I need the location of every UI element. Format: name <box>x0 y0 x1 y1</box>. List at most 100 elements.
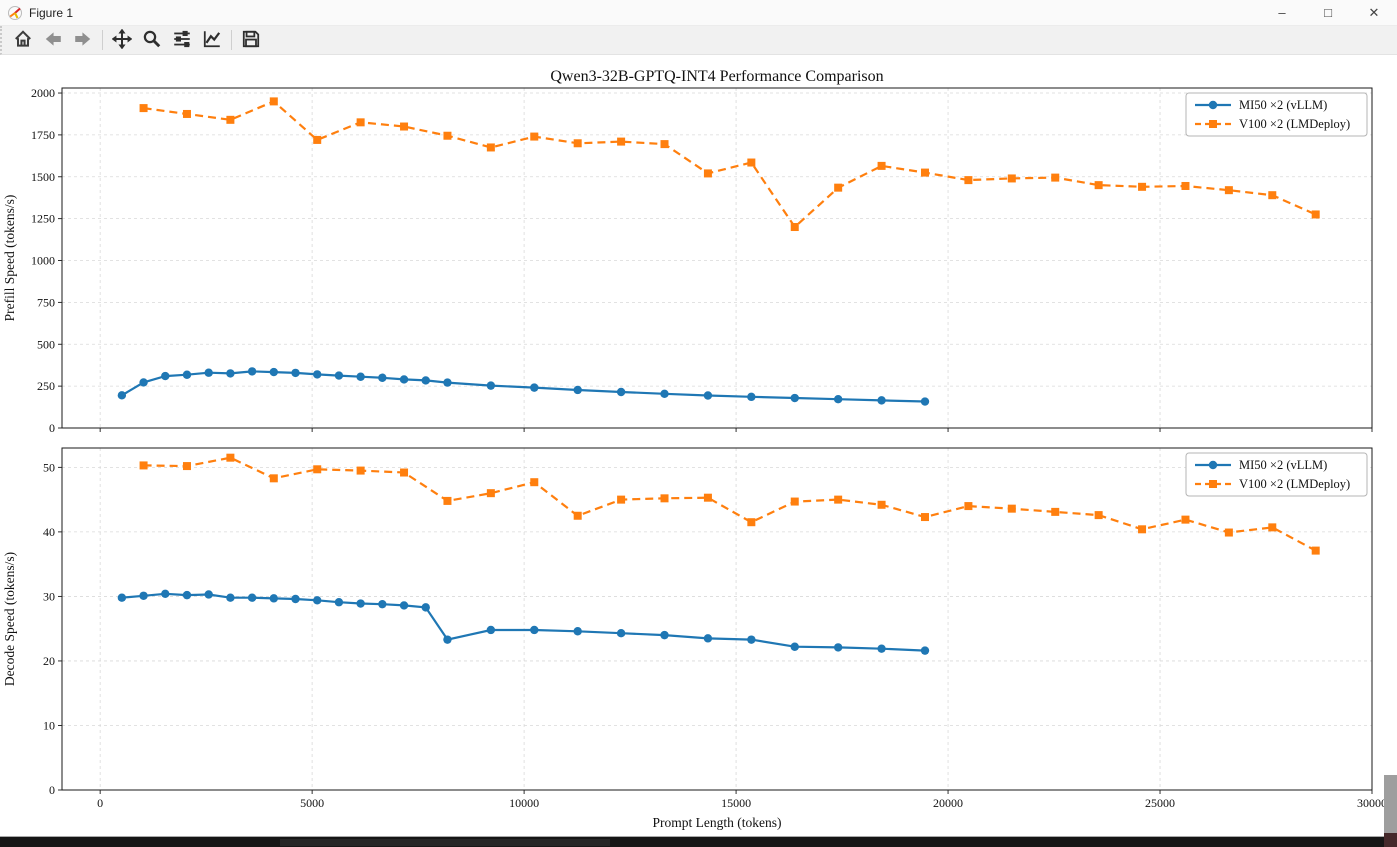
data-point-square <box>1311 546 1320 555</box>
data-point-square <box>269 474 278 483</box>
data-point-circle <box>421 603 430 612</box>
data-point-square <box>313 465 322 474</box>
data-point-circle <box>226 593 235 602</box>
data-point-square <box>1051 173 1060 182</box>
x-tick-label: 15000 <box>721 796 751 810</box>
data-point-circle <box>573 385 582 395</box>
sliders-icon <box>172 29 192 52</box>
data-point-square <box>1181 515 1190 524</box>
data-point-circle <box>226 369 235 378</box>
close-button[interactable]: ✕ <box>1351 0 1397 25</box>
legend-marker <box>1208 100 1218 110</box>
overlapping-scrollbar-end <box>1384 833 1397 847</box>
zoom-button[interactable] <box>137 27 167 53</box>
data-point-square <box>486 143 495 152</box>
data-point-circle <box>247 593 257 602</box>
data-point-circle <box>313 596 322 605</box>
data-point-square <box>530 478 539 487</box>
data-point-circle <box>182 370 192 379</box>
arrow-right-icon <box>73 29 93 52</box>
data-point-circle <box>530 383 539 392</box>
data-point-square <box>530 132 539 141</box>
legend-marker <box>1209 480 1217 488</box>
configure-subplots-button[interactable] <box>167 27 197 53</box>
decode-plot: 0 5000 10000 15000 20000 25000 30000 0 10 20 30 40 5… <box>2 447 1387 830</box>
magnifier-icon <box>142 29 162 52</box>
legend-label: MI50 ×2 (vLLM) <box>1239 98 1327 112</box>
data-point-circle <box>486 625 496 635</box>
data-point-circle <box>443 635 452 644</box>
y-tick-label: 500 <box>37 337 55 351</box>
data-point-square <box>1268 191 1277 200</box>
overlapping-scrollbar[interactable] <box>1384 775 1397 847</box>
pan-button[interactable] <box>107 27 137 53</box>
data-point-circle <box>139 591 148 600</box>
back-button[interactable] <box>38 27 68 53</box>
data-point-circle <box>790 642 799 651</box>
data-point-circle <box>616 628 626 638</box>
edit-parameters-button[interactable] <box>197 27 227 53</box>
x-tick-label: 10000 <box>509 796 539 810</box>
home-icon <box>13 29 33 52</box>
data-point-square <box>400 468 409 477</box>
data-point-square <box>400 122 409 131</box>
data-point-circle <box>790 393 799 403</box>
data-point-square <box>703 493 712 502</box>
data-point-square <box>226 115 235 124</box>
data-point-square <box>747 158 756 167</box>
data-point-square <box>877 161 886 170</box>
data-point-circle <box>204 590 213 599</box>
line-chart-icon <box>202 29 222 52</box>
move-cross-icon <box>111 28 133 52</box>
data-point-square <box>573 139 582 148</box>
prefill-plot: 0 250 500 750 1000 1250 1500 1750 2000 Prefill Sp… <box>2 86 1373 435</box>
data-point-square <box>877 500 886 509</box>
data-point-circle <box>421 376 430 385</box>
data-point-square <box>1181 181 1190 190</box>
data-point-square <box>834 495 843 504</box>
data-point-square <box>443 131 452 140</box>
legend-marker <box>1209 120 1217 128</box>
save-button[interactable] <box>236 27 266 53</box>
data-point-square <box>182 462 191 471</box>
axes-frame <box>61 87 1373 429</box>
data-point-circle <box>747 635 756 644</box>
background-window-segment <box>280 839 610 846</box>
home-button[interactable] <box>8 27 38 53</box>
legend-marker <box>1208 460 1218 470</box>
x-tick-label: 5000 <box>300 796 324 810</box>
data-point-square <box>1311 210 1320 219</box>
data-point-circle <box>139 378 148 387</box>
data-point-square <box>920 513 929 522</box>
series-line-v100 <box>143 456 1317 552</box>
data-point-square <box>660 140 669 149</box>
data-point-square <box>1138 182 1147 191</box>
data-point-square <box>617 495 626 504</box>
data-point-square <box>834 183 843 192</box>
forward-button[interactable] <box>68 27 98 53</box>
minimize-button[interactable]: – <box>1259 0 1305 25</box>
data-point-square <box>1224 528 1233 537</box>
maximize-button[interactable]: □ <box>1305 0 1351 25</box>
toolbar <box>0 26 1397 55</box>
data-point-circle <box>443 378 452 387</box>
data-point-circle <box>833 394 843 404</box>
data-point-square <box>1094 181 1103 190</box>
y-tick-label: 0 <box>49 421 55 435</box>
data-point-square <box>356 466 365 475</box>
data-point-square <box>443 496 452 505</box>
data-point-square <box>1138 525 1147 534</box>
data-point-square <box>139 461 148 470</box>
data-point-circle <box>161 371 170 381</box>
axes-frame <box>61 447 1373 791</box>
data-point-circle <box>313 370 322 379</box>
y-tick-label: 40 <box>43 525 55 539</box>
data-point-circle <box>356 372 365 381</box>
data-point-circle <box>356 599 365 608</box>
data-point-square <box>356 118 365 127</box>
data-point-circle <box>378 599 387 609</box>
legend: MI50 ×2 (vLLM) V100 ×2 (LMDeploy) <box>1185 452 1368 497</box>
data-point-square <box>182 109 191 118</box>
x-tick-label: 0 <box>97 796 103 810</box>
